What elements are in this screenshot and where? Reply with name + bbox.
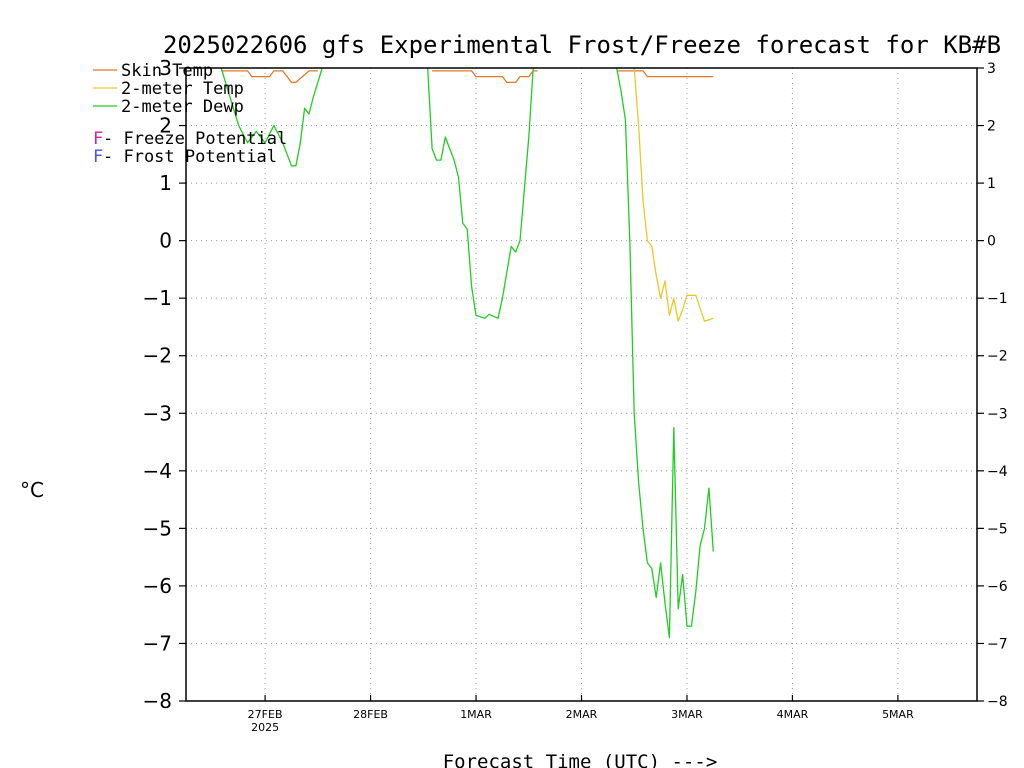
x-tick-label: 3MAR: [671, 708, 703, 721]
x-axis-label: Forecast Time (UTC) --->: [443, 751, 718, 768]
legend-marker-4: F: [93, 147, 103, 167]
y-tick-label-left: 1: [159, 171, 172, 195]
x-tick-label: 2MAR: [566, 708, 598, 721]
y-tick-label-right: −8: [987, 694, 1008, 710]
grid-lines: [186, 68, 977, 701]
y-axis-ticks: 3 3 2 2 1 1 0 0 −1 −1 −2 −2 −3 −3 −4 −4 −5 −5 −6 −6 −7 −7 −8 −8: [143, 56, 1008, 713]
y-tick-label-left: 2: [159, 114, 172, 138]
legend-label-3: - Freeze Potential: [103, 129, 287, 149]
y-tick-label-right: 2: [987, 119, 996, 135]
y-tick-label-right: −4: [987, 464, 1008, 480]
x-tick-label: 28FEB: [353, 708, 388, 721]
x-tick-label: 4MAR: [777, 708, 809, 721]
series-line-2-meter-dewp: [427, 67, 534, 319]
y-tick-label-right: −1: [987, 291, 1008, 307]
series-line-skin-temp: [616, 70, 714, 78]
y-tick-label-right: −5: [987, 521, 1008, 537]
y-tick-label-right: 1: [987, 176, 996, 192]
chart-title: 2025022606 gfs Experimental Frost/Freeze…: [163, 31, 1001, 59]
y-tick-label-left: −5: [143, 516, 172, 540]
x-tick-label: 1MAR: [460, 708, 492, 721]
y-axis-label: °C: [20, 478, 44, 502]
y-tick-label-left: −4: [143, 459, 172, 483]
legend-label-0: Skin Temp: [121, 61, 213, 81]
y-tick-label-left: −8: [143, 689, 172, 713]
y-tick-label-left: 3: [159, 56, 172, 80]
series-line-skin-temp: [221, 70, 318, 84]
y-tick-label-right: −3: [987, 406, 1008, 422]
series-line-2-meter-dewp: [220, 67, 323, 167]
legend-label-1: 2-meter Temp: [121, 79, 244, 99]
series-lines: [220, 67, 714, 639]
legend-label-2: 2-meter Dewp: [121, 97, 244, 117]
series-line-2-meter-temp: [633, 67, 714, 322]
legend-marker-3: F: [93, 129, 103, 149]
y-tick-label-left: −6: [143, 574, 172, 598]
legend-label-4: - Frost Potential: [103, 147, 277, 167]
y-tick-label-right: 3: [987, 61, 996, 77]
series-line-skin-temp: [432, 70, 538, 84]
y-tick-label-left: 0: [159, 229, 172, 253]
series-line-2-meter-dewp: [616, 67, 714, 639]
y-tick-label-right: −7: [987, 636, 1008, 652]
y-tick-label-right: 0: [987, 234, 996, 250]
y-tick-label-right: −6: [987, 579, 1008, 595]
y-tick-label-left: −7: [143, 631, 172, 655]
plot-frame: [185, 67, 978, 702]
y-tick-label-left: −1: [143, 286, 172, 310]
x-tick-sublabel: 2025: [251, 721, 279, 734]
x-tick-label: 5MAR: [882, 708, 914, 721]
y-tick-label-left: −3: [143, 401, 172, 425]
y-tick-label-right: −2: [987, 349, 1008, 365]
y-tick-label-left: −2: [143, 344, 172, 368]
x-tick-label: 27FEB: [248, 708, 283, 721]
